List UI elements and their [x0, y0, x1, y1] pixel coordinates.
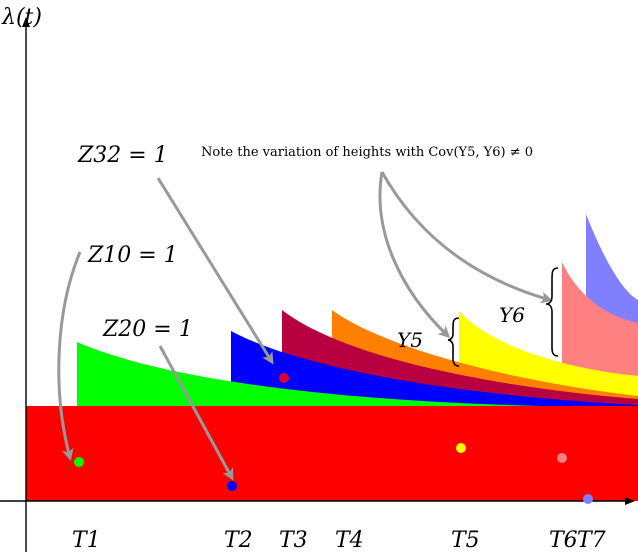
event-dot-t1 [74, 457, 84, 467]
tick-label-t5: T5 [451, 528, 480, 552]
bump-t1 [77, 342, 540, 408]
tick-label-t1: T1 [72, 528, 101, 552]
tick-label-t4: T4 [335, 528, 364, 552]
label-y5: Y5 [397, 328, 423, 352]
label-z32: Z32 = 1 [77, 143, 168, 168]
event-dot-t7 [583, 494, 593, 504]
label-z10: Z10 = 1 [87, 243, 178, 268]
label-y6: Y6 [499, 303, 525, 327]
brace-y5 [447, 317, 460, 367]
tick-label-t2: T2 [224, 528, 253, 552]
event-dot-t2 [227, 481, 237, 491]
arrow-z32 [156, 177, 274, 365]
y-axis-label: λ(t) [1, 5, 42, 30]
arrow-note-y5 [378, 171, 451, 339]
arrow-z20 [158, 345, 234, 481]
tick-label-t7: T7 [577, 528, 606, 552]
event-dot-t5 [456, 443, 466, 453]
event-dot-t6 [557, 453, 567, 463]
base-intensity [26, 406, 638, 501]
note-text: Note the variation of heights with Cov(Y… [201, 145, 533, 160]
arrow-z10 [57, 251, 82, 461]
label-z20: Z20 = 1 [102, 317, 193, 342]
arrow-note-y6 [380, 171, 553, 304]
brace-y6 [545, 267, 559, 357]
tick-label-t6: T6 [549, 528, 578, 552]
bump-t2 [231, 331, 638, 408]
tick-label-t3: T3 [279, 528, 308, 552]
event-dot-t3 [279, 373, 289, 383]
